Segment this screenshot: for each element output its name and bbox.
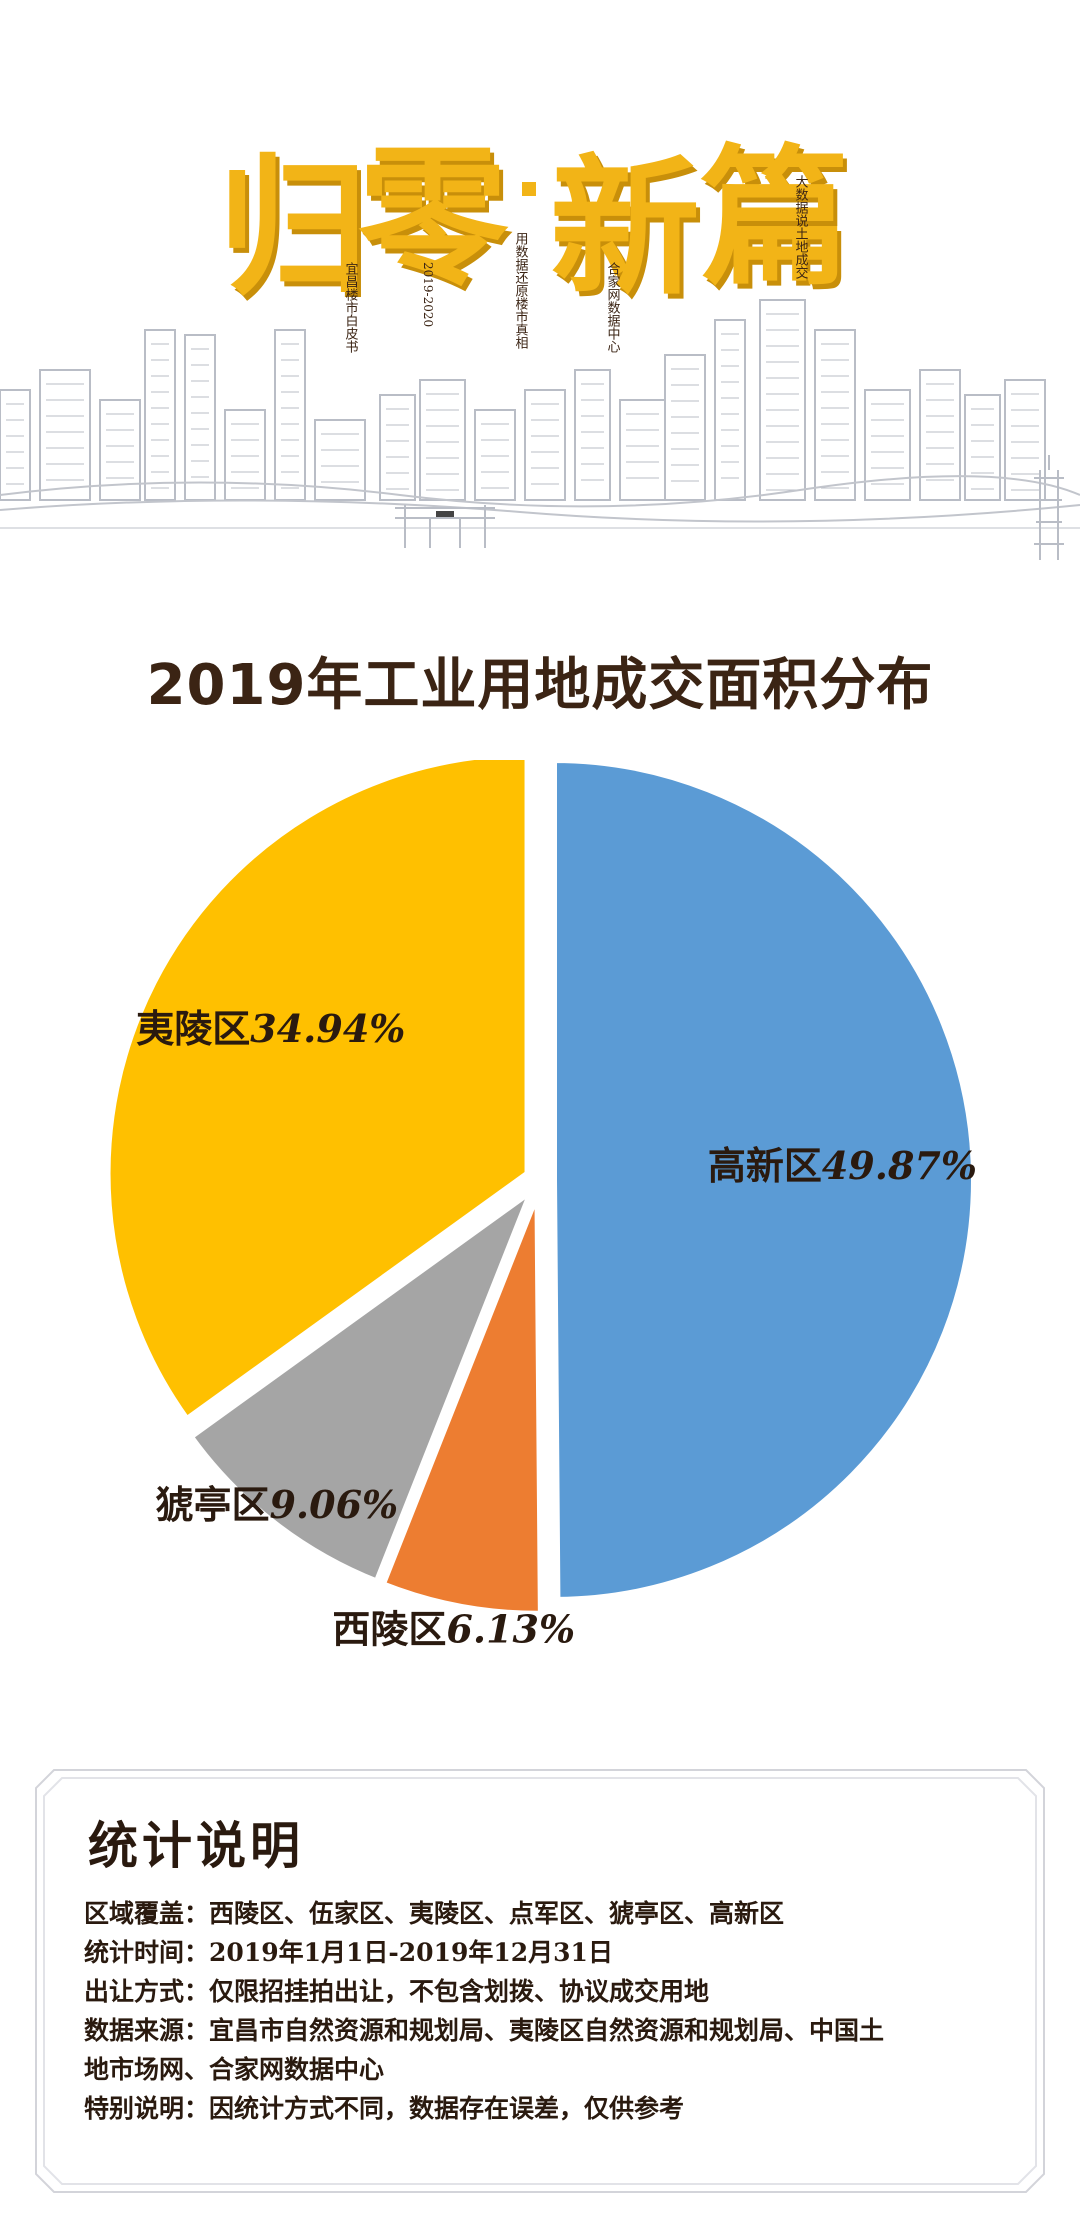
svg-text:篇: 篇 <box>700 132 850 306</box>
page-title: 2019年工业用地成交面积分布 <box>146 653 934 718</box>
banner-caption-2: 用数据还原楼市真相 <box>513 232 529 349</box>
pagoda-icon <box>1034 455 1064 560</box>
svg-text:归: 归 <box>222 147 372 321</box>
svg-text:归: 归 <box>218 142 368 316</box>
logo: 归 归 零 零 新 新 篇 篇 <box>218 132 854 321</box>
svg-text:零: 零 <box>362 137 513 311</box>
banner-caption-4: 大数据说土地成交 <box>793 175 809 279</box>
pie-label-1: 西陵区6.13% <box>332 1606 575 1651</box>
pie-slice-2 <box>186 1182 538 1586</box>
note-line-method: 出让方式：仅限招挂拍出让，不包含划拨、协议成交用地 <box>84 1977 710 2006</box>
banner-caption-1: 2019-2020 <box>421 262 435 327</box>
banner-captions: 宜昌楼市白皮书 2019-2020 用数据还原楼市真相 合家网数据中心 大数据说… <box>343 175 809 354</box>
pie-slice-0 <box>551 756 978 1603</box>
notes-title: 统计说明 <box>88 1816 304 1875</box>
svg-text:零: 零 <box>358 132 509 306</box>
note-line-source: 数据来源：宜昌市自然资源和规划局、夷陵区自然资源和规划局、中国土 <box>84 2016 885 2045</box>
pie-label-3: 夷陵区34.94% <box>136 1006 405 1051</box>
note-line-coverage: 区域覆盖：西陵区、伍家区、夷陵区、点军区、猇亭区、高新区 <box>84 1899 785 1928</box>
banner-caption-3: 合家网数据中心 <box>605 262 621 353</box>
title-container: 2019年工业用地成交面积分布 <box>0 640 1080 721</box>
pie-label-0: 高新区49.87% <box>708 1143 977 1188</box>
pie-slice-3 <box>104 750 531 1424</box>
gate-icon <box>395 505 495 548</box>
notes-frame <box>35 1769 1045 2193</box>
header-banner: 归 归 零 零 新 新 篇 篇 宜昌楼市白皮书 2019-2020 用数据还原楼… <box>0 0 1080 570</box>
pie-slice-1 <box>378 1192 544 1617</box>
pie-chart-svg: 高新区49.87% 西陵区6.13% 猇亭区9.06% 夷陵区34.94% <box>104 750 978 1651</box>
notes-list: 区域覆盖：西陵区、伍家区、夷陵区、点军区、猇亭区、高新区 统计时间：2019年1… <box>84 1894 1014 2128</box>
pie-chart: 高新区49.87% 西陵区6.13% 猇亭区9.06% 夷陵区34.94% <box>0 750 1080 1700</box>
svg-text:新: 新 <box>550 142 700 316</box>
banner-caption-0: 宜昌楼市白皮书 <box>343 262 359 354</box>
svg-text:篇: 篇 <box>704 137 854 311</box>
notes-panel: 统计说明 区域覆盖：西陵区、伍家区、夷陵区、点军区、猇亭区、高新区 统计时间：2… <box>32 1766 1048 2196</box>
note-line-disclaimer: 特别说明：因统计方式不同，数据存在误差，仅供参考 <box>84 2094 685 2123</box>
skyline-illustration: 归 归 零 零 新 新 篇 篇 宜昌楼市白皮书 2019-2020 用数据还原楼… <box>0 132 1080 560</box>
pie-label-2: 猇亭区9.06% <box>155 1482 398 1527</box>
note-line-source-cont: 地市场网、合家网数据中心 <box>84 2055 385 2084</box>
svg-text:新: 新 <box>554 147 704 321</box>
note-line-period: 统计时间：2019年1月1日-2019年12月31日 <box>84 1938 613 1967</box>
